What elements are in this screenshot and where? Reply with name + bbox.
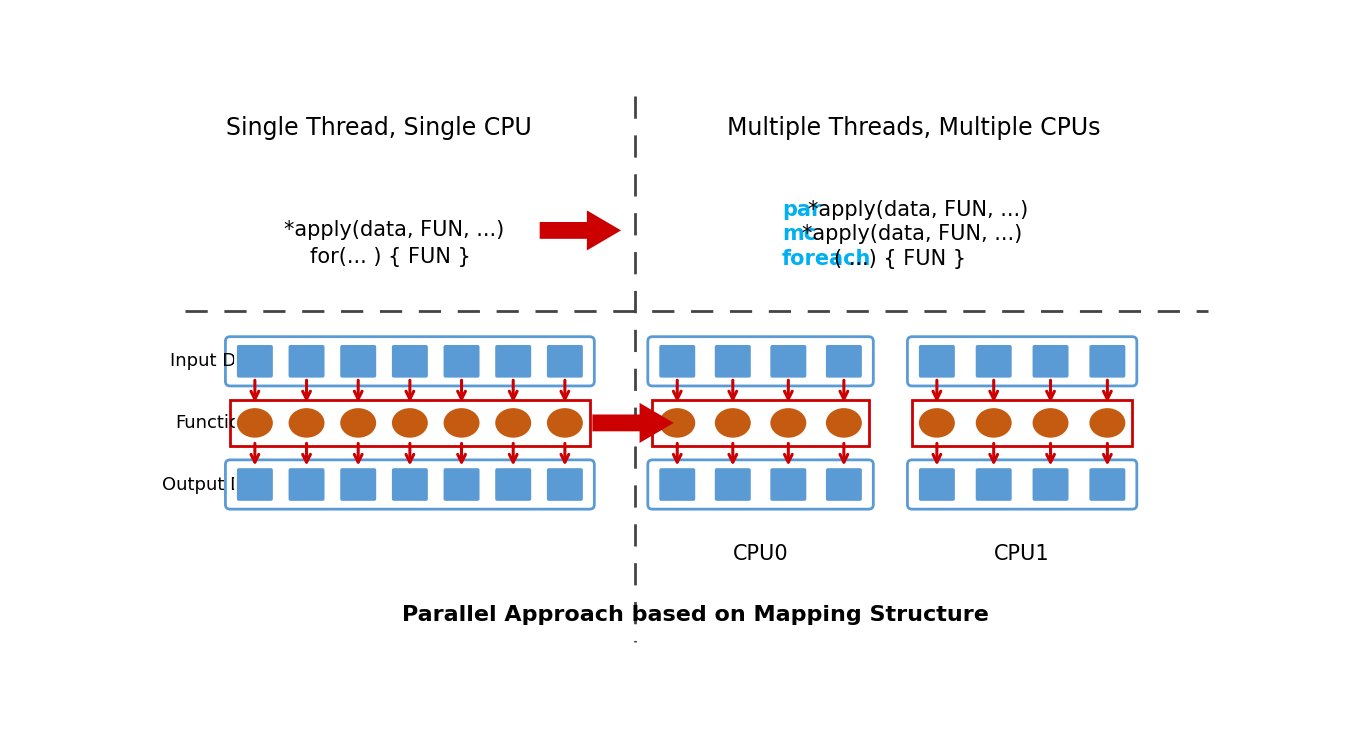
FancyBboxPatch shape xyxy=(1088,467,1126,502)
Text: for(... ) { FUN }: for(... ) { FUN } xyxy=(311,247,471,268)
FancyBboxPatch shape xyxy=(1031,344,1069,379)
FancyBboxPatch shape xyxy=(236,467,274,502)
Ellipse shape xyxy=(1031,407,1069,439)
Bar xyxy=(912,399,1132,446)
FancyBboxPatch shape xyxy=(494,344,532,379)
FancyBboxPatch shape xyxy=(658,467,696,502)
FancyBboxPatch shape xyxy=(339,344,377,379)
FancyBboxPatch shape xyxy=(391,467,429,502)
FancyBboxPatch shape xyxy=(825,344,863,379)
Text: ( ...) { FUN }: ( ...) { FUN } xyxy=(833,249,966,269)
FancyBboxPatch shape xyxy=(658,344,696,379)
FancyBboxPatch shape xyxy=(1031,467,1069,502)
FancyBboxPatch shape xyxy=(442,467,480,502)
FancyBboxPatch shape xyxy=(236,344,274,379)
Polygon shape xyxy=(593,403,674,443)
Text: foreach: foreach xyxy=(782,249,871,269)
FancyBboxPatch shape xyxy=(917,344,957,379)
Ellipse shape xyxy=(339,407,377,439)
FancyBboxPatch shape xyxy=(714,467,752,502)
Ellipse shape xyxy=(974,407,1014,439)
Ellipse shape xyxy=(714,407,752,439)
Ellipse shape xyxy=(288,407,326,439)
Text: Functions: Functions xyxy=(175,414,261,432)
Text: Input Data: Input Data xyxy=(170,353,266,370)
Ellipse shape xyxy=(658,407,696,439)
Text: *apply(data, FUN, ...): *apply(data, FUN, ...) xyxy=(802,224,1022,244)
FancyBboxPatch shape xyxy=(494,467,532,502)
FancyBboxPatch shape xyxy=(769,467,807,502)
FancyBboxPatch shape xyxy=(288,344,326,379)
FancyBboxPatch shape xyxy=(546,467,585,502)
Ellipse shape xyxy=(494,407,532,439)
Ellipse shape xyxy=(236,407,274,439)
FancyBboxPatch shape xyxy=(442,344,480,379)
FancyBboxPatch shape xyxy=(339,467,377,502)
Text: CPU1: CPU1 xyxy=(995,544,1050,564)
Ellipse shape xyxy=(391,407,429,439)
FancyBboxPatch shape xyxy=(714,344,752,379)
Ellipse shape xyxy=(442,407,480,439)
Ellipse shape xyxy=(546,407,585,439)
Text: par: par xyxy=(782,199,821,220)
Ellipse shape xyxy=(917,407,957,439)
FancyBboxPatch shape xyxy=(1088,344,1126,379)
Text: mc: mc xyxy=(782,224,816,244)
FancyBboxPatch shape xyxy=(974,344,1014,379)
Ellipse shape xyxy=(1088,407,1126,439)
Text: *apply(data, FUN, ...): *apply(data, FUN, ...) xyxy=(809,199,1029,220)
FancyBboxPatch shape xyxy=(917,467,957,502)
Text: Parallel Approach based on Mapping Structure: Parallel Approach based on Mapping Struc… xyxy=(402,605,988,625)
Text: Multiple Threads, Multiple CPUs: Multiple Threads, Multiple CPUs xyxy=(727,116,1101,140)
FancyBboxPatch shape xyxy=(974,467,1014,502)
Text: Single Thread, Single CPU: Single Thread, Single CPU xyxy=(227,116,532,140)
Text: *apply(data, FUN, ...): *apply(data, FUN, ...) xyxy=(284,221,505,240)
FancyBboxPatch shape xyxy=(391,344,429,379)
FancyBboxPatch shape xyxy=(769,344,807,379)
Text: Output Data: Output Data xyxy=(161,476,273,493)
Ellipse shape xyxy=(825,407,863,439)
Bar xyxy=(231,399,590,446)
Ellipse shape xyxy=(769,407,807,439)
Bar xyxy=(653,399,868,446)
FancyBboxPatch shape xyxy=(288,467,326,502)
FancyBboxPatch shape xyxy=(546,344,585,379)
Text: CPU0: CPU0 xyxy=(733,544,788,564)
Polygon shape xyxy=(540,210,622,251)
FancyBboxPatch shape xyxy=(825,467,863,502)
